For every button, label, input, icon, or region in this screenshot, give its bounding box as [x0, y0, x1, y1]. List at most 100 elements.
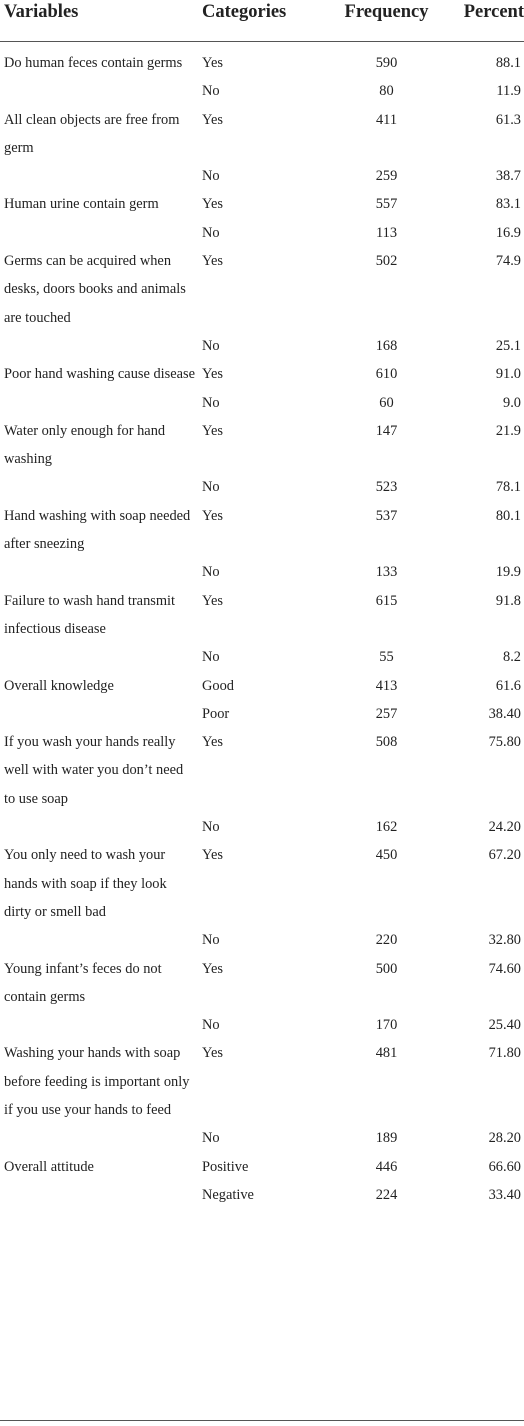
- header-percent: Percent: [463, 2, 524, 22]
- table-row: No 170 25.40: [0, 1011, 524, 1039]
- table-row: No 259 38.7: [0, 162, 524, 190]
- cell-percent: 74.9: [495, 253, 521, 270]
- cell-variable: Poor hand washing cause disease: [4, 366, 196, 383]
- cell-variable: [0, 700, 200, 728]
- cell-variable: [0, 77, 200, 105]
- cell-category: No: [202, 168, 220, 185]
- table-row: If you wash your hands really well with …: [0, 728, 524, 813]
- cell-percent: 21.9: [495, 422, 521, 439]
- cell-frequency: 557: [375, 196, 398, 213]
- table-body: Do human feces contain germs Yes 590 88.1 No…: [0, 42, 524, 1210]
- cell-frequency: 257: [375, 705, 398, 722]
- cell-category: No: [202, 224, 220, 241]
- cell-variable: Germs can be acquired when desks, doors …: [4, 253, 186, 326]
- table-row: No 220 32.80: [0, 926, 524, 954]
- cell-category: Poor: [202, 705, 230, 722]
- cell-variable: [0, 643, 200, 671]
- cell-frequency: 60: [379, 394, 394, 411]
- table-row: No 523 78.1: [0, 473, 524, 501]
- cell-percent: 91.8: [495, 592, 521, 609]
- cell-percent: 83.1: [495, 196, 521, 213]
- cell-percent: 61.3: [495, 111, 521, 128]
- cell-variable: [0, 1011, 200, 1039]
- cell-variable: [0, 926, 200, 954]
- cell-frequency: 55: [379, 649, 394, 666]
- cell-frequency: 80: [379, 83, 394, 100]
- cell-percent: 25.40: [488, 1017, 521, 1034]
- cell-category: Yes: [202, 960, 223, 977]
- cell-variable: Do human feces contain germs: [4, 55, 183, 71]
- cell-variable: [0, 162, 200, 190]
- cell-percent: 71.80: [488, 1045, 521, 1062]
- cell-category: Yes: [202, 847, 223, 864]
- cell-variable: Human urine contain germ: [4, 196, 159, 213]
- cell-category: Negative: [202, 1186, 254, 1203]
- cell-variable: [0, 1181, 200, 1209]
- cell-variable: [0, 473, 200, 501]
- cell-category: Yes: [202, 111, 223, 128]
- cell-percent: 24.20: [488, 819, 521, 836]
- cell-percent: 91.0: [495, 366, 521, 383]
- cell-frequency: 413: [375, 677, 398, 694]
- cell-variable: [0, 558, 200, 586]
- cell-percent: 88.1: [495, 55, 521, 71]
- cell-variable: Failure to wash hand transmit infectious…: [4, 592, 176, 637]
- cell-category: Positive: [202, 1158, 249, 1175]
- cell-variable: Water only enough for hand washing: [4, 422, 166, 468]
- cell-variable: Washing your hands with soap before feed…: [4, 1045, 190, 1118]
- cell-variable: Overall attitude: [4, 1158, 94, 1175]
- cell-frequency: 537: [375, 507, 398, 524]
- cell-percent: 32.80: [488, 932, 521, 949]
- cell-frequency: 508: [375, 734, 398, 751]
- table-row: No 162 24.20: [0, 813, 524, 841]
- cell-category: Yes: [202, 55, 223, 71]
- cell-frequency: 411: [375, 111, 398, 128]
- cell-frequency: 147: [375, 422, 398, 439]
- table-bottom-rule: [0, 1420, 524, 1421]
- cell-variable: If you wash your hands really well with …: [4, 734, 184, 807]
- cell-category: No: [202, 649, 220, 666]
- cell-frequency: 450: [375, 847, 398, 864]
- cell-percent: 38.40: [488, 705, 521, 722]
- table-row: You only need to wash your hands with so…: [0, 841, 524, 926]
- cell-frequency: 590: [375, 55, 398, 71]
- cell-category: No: [202, 337, 220, 354]
- cell-category: Yes: [202, 253, 223, 270]
- cell-category: No: [202, 564, 220, 581]
- cell-variable: [0, 389, 200, 417]
- cell-frequency: 500: [375, 960, 398, 977]
- cell-variable: You only need to wash your hands with so…: [4, 847, 167, 920]
- table-row: No 189 28.20: [0, 1124, 524, 1152]
- cell-variable: [0, 332, 200, 360]
- table-row: No 113 16.9: [0, 219, 524, 247]
- table-row: Overall attitude Positive 446 66.60: [0, 1153, 524, 1181]
- cell-variable: All clean objects are free from germ: [4, 111, 180, 156]
- cell-category: Yes: [202, 196, 223, 213]
- table-row: Failure to wash hand transmit infectious…: [0, 587, 524, 644]
- table-row: Poor hand washing cause disease Yes 610 91.…: [0, 360, 524, 388]
- cell-frequency: 610: [375, 366, 398, 383]
- cell-category: No: [202, 1017, 220, 1034]
- cell-percent: 61.6: [495, 677, 521, 694]
- header-frequency: Frequency: [344, 2, 429, 22]
- cell-variable: Young infant’s feces do not contain germ…: [4, 960, 162, 1005]
- table-row: Germs can be acquired when desks, doors …: [0, 247, 524, 332]
- cell-percent: 75.80: [488, 734, 521, 751]
- cell-frequency: 133: [375, 564, 398, 581]
- cell-category: Yes: [202, 507, 223, 524]
- table-row: Overall knowledge Good 413 61.6: [0, 672, 524, 700]
- table-row: All clean objects are free from germ Yes 4…: [0, 106, 524, 163]
- cell-variable: [0, 813, 200, 841]
- cell-percent: 80.1: [495, 507, 521, 524]
- cell-category: No: [202, 479, 220, 496]
- table-row: No 168 25.1: [0, 332, 524, 360]
- table-row: Poor 257 38.40: [0, 700, 524, 728]
- cell-percent: 74.60: [488, 960, 521, 977]
- cell-frequency: 168: [375, 337, 398, 354]
- cell-percent: 9.0: [503, 394, 521, 411]
- cell-percent: 8.2: [503, 649, 521, 666]
- knowledge-attitude-table: Variables Categories Frequency Percent D…: [0, 2, 524, 1210]
- table-row: No 133 19.9: [0, 558, 524, 586]
- cell-frequency: 220: [375, 932, 398, 949]
